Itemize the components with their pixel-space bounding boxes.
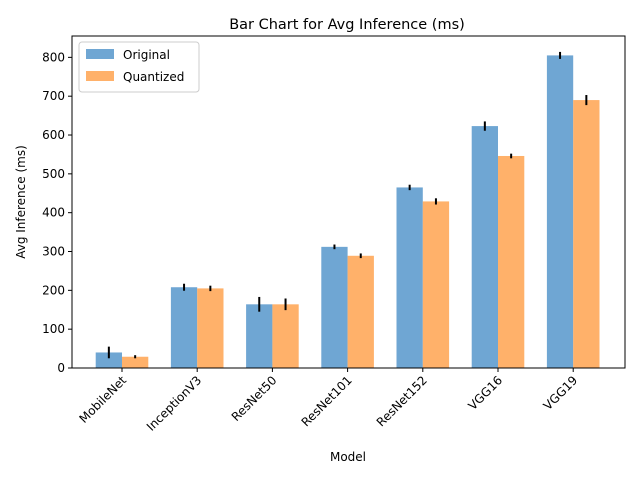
x-tick-label-inceptionv3: InceptionV3 (144, 373, 205, 434)
y-tick-label-500: 500 (42, 167, 65, 181)
x-tick-label-resnet50: ResNet50 (229, 373, 280, 424)
bar-original-resnet50 (246, 304, 273, 368)
y-tick-label-600: 600 (42, 128, 65, 142)
bar-quantized-inceptionv3 (197, 288, 224, 368)
bar-original-mobilenet (95, 352, 122, 368)
y-tick-label-400: 400 (42, 206, 65, 220)
x-tick-label-vgg16: VGG16 (465, 373, 505, 413)
bar-quantized-resnet50 (272, 304, 299, 368)
y-axis: 0 100 200 300 400 500 600 700 800 (42, 50, 72, 375)
x-tick-label-resnet152: ResNet152 (374, 373, 430, 429)
y-tick-label-100: 100 (42, 322, 65, 336)
legend-label-quantized: Quantized (123, 70, 184, 84)
bars-layer (95, 55, 600, 369)
x-tick-label-resnet101: ResNet101 (299, 373, 355, 429)
legend-swatch-original (86, 49, 114, 59)
bar-original-resnet152 (396, 187, 423, 368)
bar-quantized-resnet101 (347, 255, 374, 368)
y-tick-label-700: 700 (42, 89, 65, 103)
y-tick-label-200: 200 (42, 283, 65, 297)
y-axis-label: Avg Inference (ms) (14, 145, 28, 259)
bar-quantized-vgg16 (498, 155, 525, 368)
chart-title: Bar Chart for Avg Inference (ms) (229, 17, 465, 33)
bar-original-resnet101 (321, 246, 348, 368)
x-axis-label: Model (330, 450, 366, 464)
y-tick-label-0: 0 (57, 361, 65, 375)
x-tick-label-mobilenet: MobileNet (76, 373, 129, 426)
legend: Original Quantized (78, 41, 200, 93)
x-tick-label-vgg19: VGG19 (541, 373, 581, 413)
bar-quantized-mobilenet (122, 356, 149, 368)
y-tick-label-300: 300 (42, 245, 65, 259)
y-tick-label-800: 800 (42, 50, 65, 64)
bar-quantized-resnet152 (422, 201, 450, 368)
x-axis: MobileNet InceptionV3 ResNet50 ResNet101 Res… (76, 368, 580, 434)
bar-original-vgg16 (471, 126, 498, 368)
bar-original-inceptionv3 (170, 287, 198, 368)
error-bars-layer (107, 51, 588, 359)
plot-frame (71, 35, 626, 369)
bar-quantized-vgg19 (573, 100, 600, 368)
legend-swatch-quantized (86, 71, 114, 81)
bar-original-vgg19 (546, 55, 574, 369)
legend-label-original: Original (123, 48, 170, 62)
